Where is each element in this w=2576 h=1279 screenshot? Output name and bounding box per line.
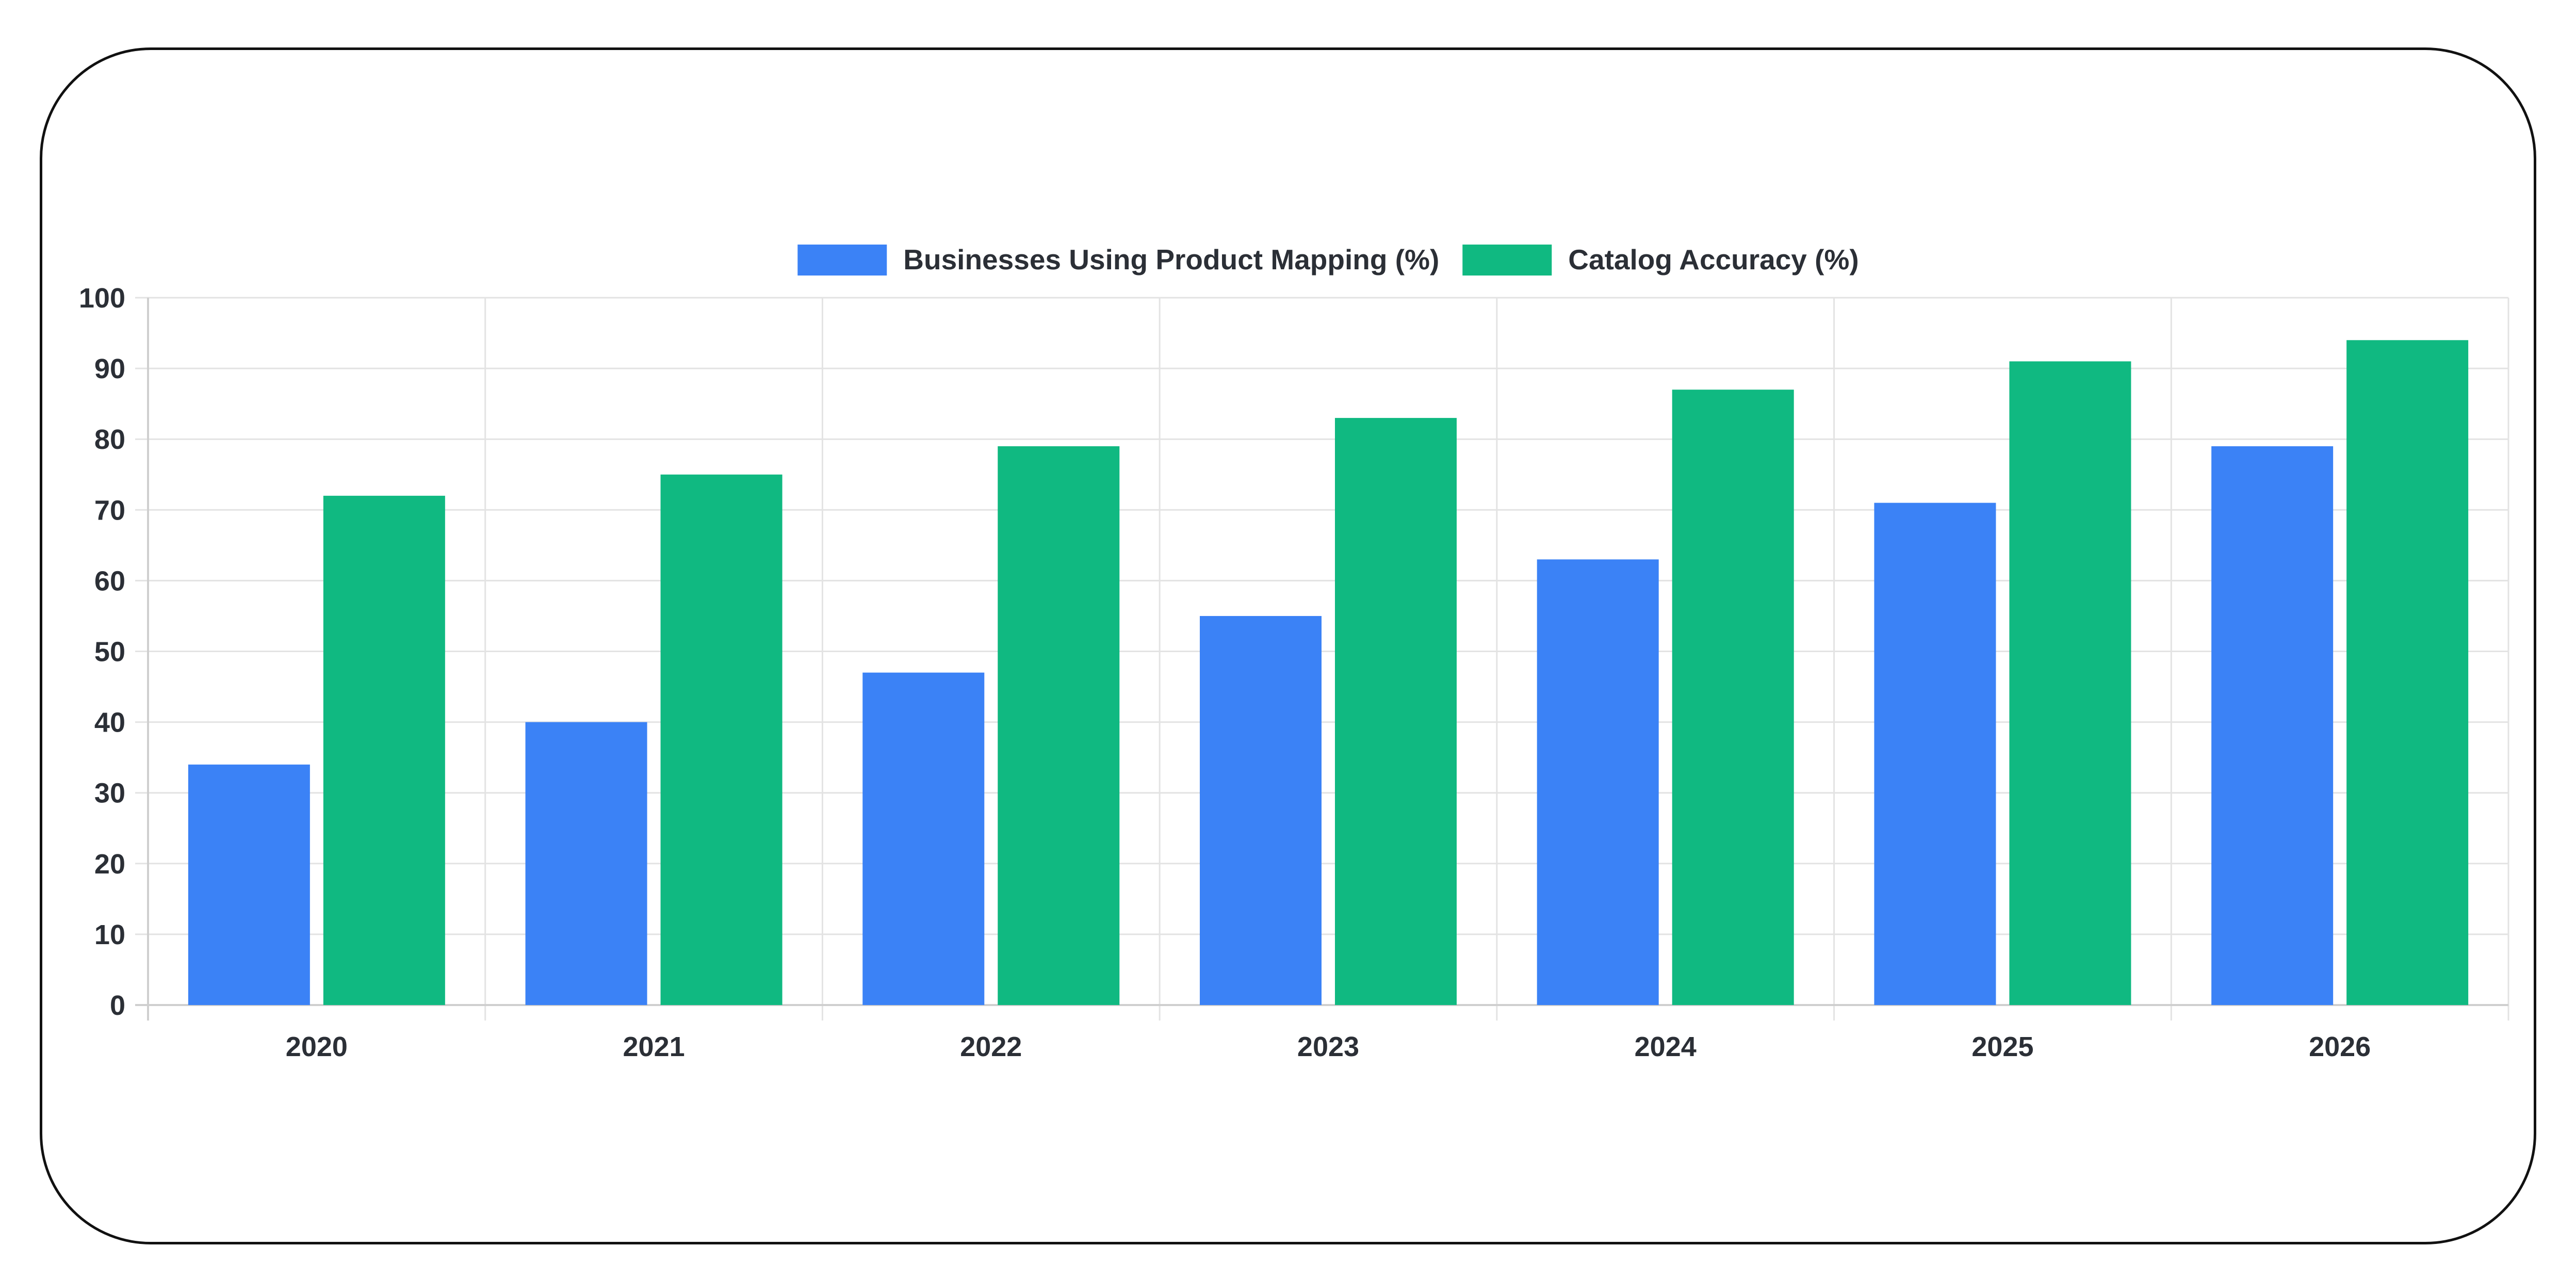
bar-catalog-accuracy-2026 bbox=[2346, 340, 2469, 1005]
y-tick-label: 0 bbox=[110, 990, 125, 1021]
y-tick-label: 40 bbox=[94, 707, 125, 738]
bar-product-mapping-2021 bbox=[525, 722, 647, 1005]
bar-catalog-accuracy-2021 bbox=[660, 474, 782, 1005]
bar-product-mapping-2025 bbox=[1874, 503, 1996, 1005]
legend-swatch bbox=[1462, 245, 1552, 276]
bar-product-mapping-2026 bbox=[2211, 446, 2334, 1006]
bar-product-mapping-2020 bbox=[188, 764, 310, 1005]
x-tick-label: 2025 bbox=[1971, 1031, 2033, 1062]
bars bbox=[188, 340, 2469, 1006]
bar-product-mapping-2022 bbox=[862, 672, 985, 1005]
x-tick-label: 2021 bbox=[623, 1031, 685, 1062]
legend-label: Businesses Using Product Mapping (%) bbox=[903, 244, 1439, 276]
bar-catalog-accuracy-2020 bbox=[323, 495, 445, 1005]
legend-label: Catalog Accuracy (%) bbox=[1568, 244, 1858, 276]
bar-catalog-accuracy-2024 bbox=[1672, 390, 1794, 1005]
y-tick-label: 70 bbox=[94, 495, 125, 526]
legend: Businesses Using Product Mapping (%) Cata… bbox=[797, 244, 1859, 276]
y-tick-label: 100 bbox=[79, 283, 125, 314]
y-tick-label: 90 bbox=[94, 353, 125, 384]
legend-swatch bbox=[797, 245, 887, 276]
x-tick-label: 2026 bbox=[2309, 1031, 2371, 1062]
y-tick-label: 30 bbox=[94, 778, 125, 809]
x-tick-labels: 2020 2021 2022 2023 2024 2025 2026 bbox=[286, 1031, 2371, 1062]
y-tick-labels: 0 10 20 30 40 50 60 70 80 90 100 bbox=[79, 283, 125, 1021]
y-tick-label: 10 bbox=[94, 919, 125, 950]
x-tick-label: 2024 bbox=[1635, 1031, 1697, 1062]
x-tick-label: 2023 bbox=[1297, 1031, 1359, 1062]
grid-lines bbox=[135, 297, 2509, 1021]
axes bbox=[135, 298, 2508, 1021]
bar-catalog-accuracy-2023 bbox=[1335, 418, 1457, 1005]
y-tick-label: 80 bbox=[94, 424, 125, 455]
bar-product-mapping-2023 bbox=[1200, 616, 1322, 1005]
bar-product-mapping-2024 bbox=[1537, 559, 1659, 1005]
y-tick-label: 20 bbox=[94, 849, 125, 880]
bar-catalog-accuracy-2025 bbox=[2009, 361, 2131, 1005]
y-tick-label: 50 bbox=[94, 637, 125, 668]
x-tick-label: 2020 bbox=[286, 1031, 348, 1062]
x-tick-label: 2022 bbox=[960, 1031, 1022, 1062]
y-tick-label: 60 bbox=[94, 565, 125, 596]
bar-catalog-accuracy-2022 bbox=[998, 446, 1120, 1006]
